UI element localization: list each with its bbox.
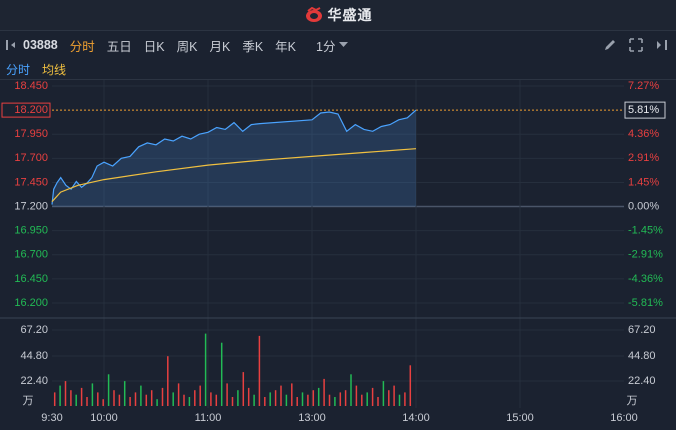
price-fill xyxy=(52,110,416,207)
legend-minute: 分时 xyxy=(6,62,31,77)
volume-tick-label-right: 44.80 xyxy=(628,350,656,362)
time-tick-label: 13:00 xyxy=(298,412,326,424)
percent-tick-label: -4.36% xyxy=(628,273,663,285)
volume-tick-label: 22.40 xyxy=(20,375,48,387)
brand: 华盛通 xyxy=(304,5,373,25)
price-tick-label: 17.950 xyxy=(14,128,48,140)
price-tick-label: 16.450 xyxy=(14,273,48,285)
toolbar: 03888 分时 五日 日K 周K 月K 季K 年K 1分 xyxy=(0,31,676,59)
percent-tick-label: 2.91% xyxy=(628,152,659,164)
tab-five-day[interactable]: 五日 xyxy=(106,39,132,54)
percent-tick-label: 7.27% xyxy=(628,80,659,92)
interval-label: 1分 xyxy=(316,39,336,54)
price-tick-label: 18.450 xyxy=(14,80,48,92)
stock-code: 03888 xyxy=(23,38,58,52)
volume-tick-label-right: 22.40 xyxy=(628,375,656,387)
time-tick-label: 15:00 xyxy=(506,412,534,424)
price-area xyxy=(51,109,624,207)
title-bar: 华盛通 xyxy=(0,0,676,31)
chart-legend: 分时 均线 xyxy=(0,59,676,80)
volume-bars xyxy=(53,333,412,406)
collapse-right-icon[interactable] xyxy=(654,37,670,53)
price-tick-label: 16.700 xyxy=(14,249,48,261)
current-pct-label: 5.81% xyxy=(628,104,659,116)
percent-tick-label: -1.45% xyxy=(628,225,663,237)
interval-select[interactable]: 1分 xyxy=(316,36,349,55)
legend-average: 均线 xyxy=(42,62,67,77)
price-tick-label: 17.700 xyxy=(14,152,48,164)
tool-icons xyxy=(602,37,670,53)
tab-year-k[interactable]: 年K xyxy=(275,39,297,54)
tab-week-k[interactable]: 周K xyxy=(176,39,198,54)
current-pct-box xyxy=(624,101,666,119)
time-tick-label: 10:00 xyxy=(90,412,118,424)
price-line xyxy=(51,109,417,205)
pen-icon[interactable] xyxy=(602,37,618,53)
time-tick-label: 11:00 xyxy=(195,412,222,424)
price-tick-label: 17.450 xyxy=(14,176,48,188)
time-tick-label: 9:30 xyxy=(41,412,62,424)
price-tick-label: 17.200 xyxy=(14,200,48,212)
axis-labels: 18.450 17.950 17.700 17.450 17.200 16.950 16.7… xyxy=(1,80,666,424)
volume-tick-label-right: 67.20 xyxy=(628,324,656,336)
tab-quarter-k[interactable]: 季K xyxy=(242,39,264,54)
percent-tick-label: 0.00% xyxy=(628,200,659,212)
current-price-label: 18.200 xyxy=(14,104,48,116)
volume-unit-right: 万 xyxy=(627,395,638,407)
brand-logo-icon xyxy=(305,7,322,22)
percent-tick-label: -5.81% xyxy=(628,297,663,309)
volume-unit-left: 万 xyxy=(23,395,34,407)
volume-tick-label: 44.80 xyxy=(20,350,48,362)
percent-tick-label: 4.36% xyxy=(628,128,659,140)
time-tick-label: 14:00 xyxy=(402,412,430,424)
price-tick-label: 16.200 xyxy=(14,297,48,309)
volume-tick-label: 67.20 xyxy=(20,324,48,336)
brand-name: 华盛通 xyxy=(327,7,373,23)
time-tick-label: 16:00 xyxy=(610,412,638,424)
collapse-left-icon[interactable] xyxy=(5,38,17,52)
percent-tick-label: -2.91% xyxy=(628,249,663,261)
tab-month-k[interactable]: 月K xyxy=(209,39,231,54)
price-tick-label: 16.950 xyxy=(14,225,48,237)
chart-grid xyxy=(0,80,676,408)
average-line xyxy=(51,148,417,203)
tab-minute[interactable]: 分时 xyxy=(69,39,95,54)
percent-tick-label: 1.45% xyxy=(628,176,659,188)
expand-icon[interactable] xyxy=(628,37,644,53)
current-price-box xyxy=(1,102,51,118)
tab-day-k[interactable]: 日K xyxy=(143,39,165,54)
chevron-down-icon xyxy=(339,42,349,47)
